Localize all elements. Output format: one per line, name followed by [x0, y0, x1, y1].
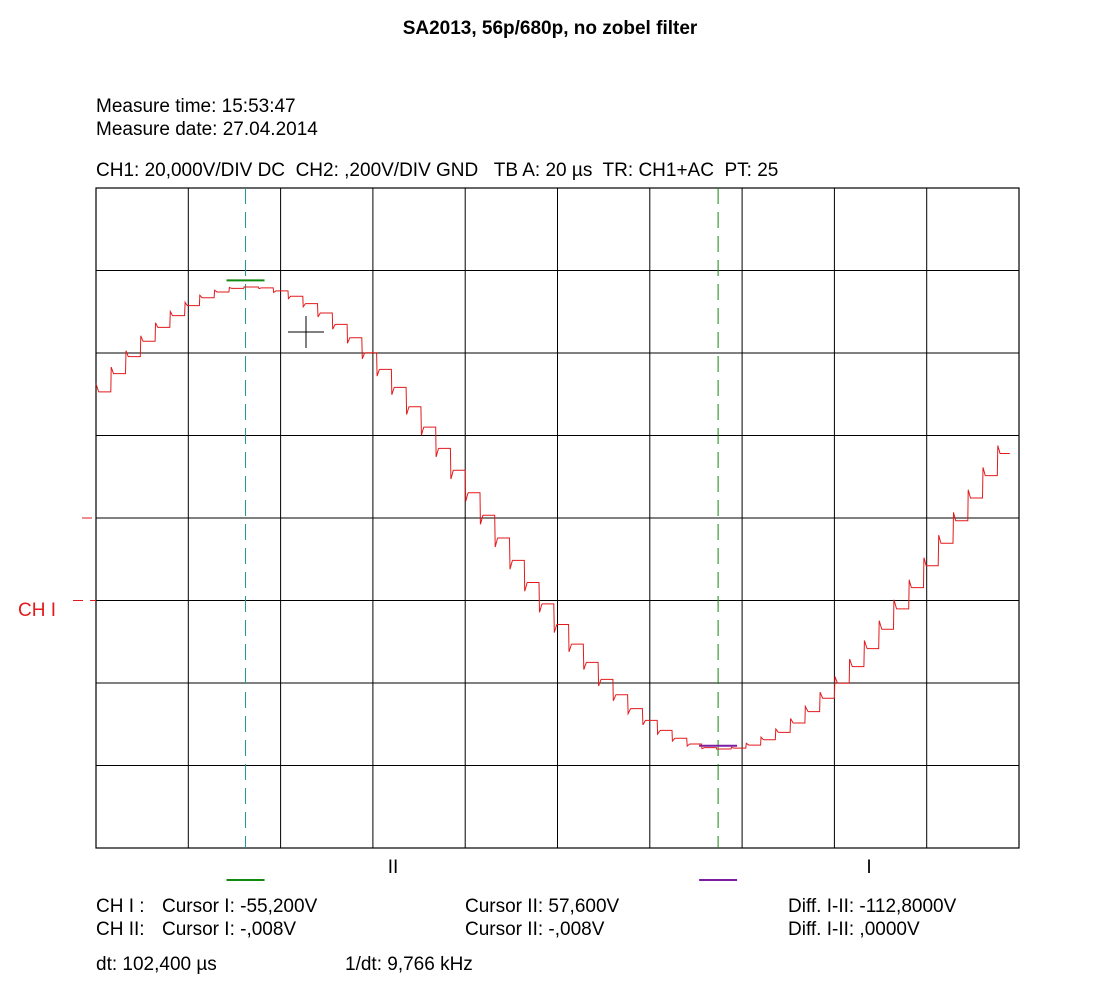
scope-settings: CH1: 20,000V/DIV DC CH2: ,200V/DIV GND T…: [96, 160, 779, 181]
ch2-label: CH II:: [96, 919, 145, 940]
measure-date: Measure date: 27.04.2014: [96, 119, 318, 140]
ch1-label: CH I :: [96, 896, 145, 917]
markers: [73, 517, 96, 601]
cursor-i-label: I: [866, 857, 871, 878]
ch2-diff: Diff. I-II: ,0000V: [788, 919, 920, 940]
ch1-trace: [95, 286, 1010, 750]
ch1-cursor2: Cursor II: 57,600V: [465, 896, 620, 917]
measure-time: Measure time: 15:53:47: [96, 96, 296, 117]
cursor-ii-label: II: [388, 857, 399, 878]
chart-title: SA2013, 56p/680p, no zobel filter: [402, 18, 698, 39]
delta-t: dt: 102,400 µs: [96, 954, 217, 975]
channel-label: CH I: [18, 600, 56, 621]
ch1-diff: Diff. I-II: -112,8000V: [788, 896, 957, 917]
trigger-crosshair-icon: [288, 316, 324, 348]
inverse-delta-t: 1/dt: 9,766 kHz: [345, 954, 473, 975]
ch2-cursor1: Cursor I: -,008V: [162, 919, 297, 940]
ch2-cursor2: Cursor II: -,008V: [465, 919, 605, 940]
grid: [95, 187, 1020, 849]
ch1-cursor1: Cursor I: -55,200V: [162, 896, 318, 917]
cursors: [226, 188, 738, 881]
